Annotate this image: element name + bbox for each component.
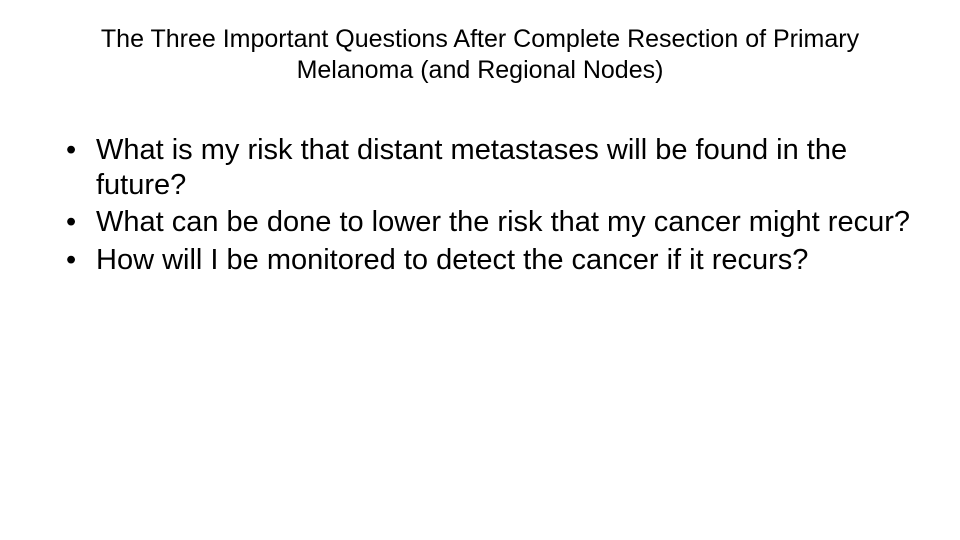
slide-container: The Three Important Questions After Comp…: [0, 0, 960, 540]
bullet-list: What is my risk that distant metastases …: [38, 133, 922, 279]
list-item: How will I be monitored to detect the ca…: [66, 243, 922, 278]
list-item: What is my risk that distant metastases …: [66, 133, 922, 204]
list-item: What can be done to lower the risk that …: [66, 205, 922, 240]
slide-title: The Three Important Questions After Comp…: [50, 24, 910, 87]
